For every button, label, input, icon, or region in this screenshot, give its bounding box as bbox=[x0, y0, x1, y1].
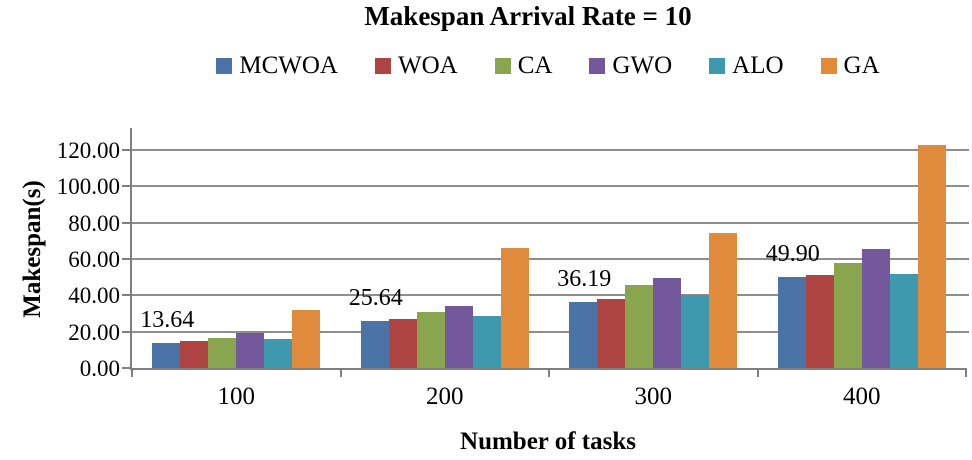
legend-label-CA: CA bbox=[517, 52, 553, 79]
bar-MCWOA-100 bbox=[152, 343, 181, 368]
gridline-20.00 bbox=[132, 330, 969, 333]
bar-CA-400 bbox=[833, 262, 862, 368]
legend-item-CA: CA bbox=[494, 52, 553, 79]
y-tick-label: 80.00 bbox=[68, 210, 120, 236]
y-tick-label: 20.00 bbox=[68, 319, 120, 345]
y-tick-label: 100.00 bbox=[56, 174, 120, 200]
legend-label-MCWOA: MCWOA bbox=[239, 52, 338, 79]
bar-GA-300 bbox=[709, 233, 738, 368]
bars-100 bbox=[152, 128, 321, 368]
y-tick-80.00 bbox=[122, 221, 132, 224]
legend-item-WOA: WOA bbox=[374, 52, 458, 79]
bar-ALO-100 bbox=[264, 339, 293, 368]
legend-item-GWO: GWO bbox=[589, 53, 672, 78]
bar-GWO-400 bbox=[861, 249, 890, 368]
bar-WOA-300 bbox=[597, 298, 626, 368]
y-tick-0.00 bbox=[122, 367, 132, 369]
plot-area: 0.00 20.00 40.00 60.00 80.00 100.00 120.00 13.6… bbox=[57, 128, 969, 409]
gridline-120.00 bbox=[132, 148, 969, 151]
legend-label-ALO: ALO bbox=[732, 52, 784, 79]
bar-GWO-100 bbox=[236, 333, 265, 368]
legend-swatch-MCWOA bbox=[216, 57, 233, 74]
gridline-40.00 bbox=[132, 294, 969, 297]
x-category-label-200: 200 bbox=[426, 383, 464, 410]
bar-GA-200 bbox=[500, 248, 529, 368]
bar-GWO-200 bbox=[444, 306, 473, 368]
bars-200 bbox=[360, 128, 529, 368]
legend-label-GA: GA bbox=[843, 52, 880, 79]
x-axis-title: Number of tasks bbox=[460, 428, 636, 455]
gridline-100.00 bbox=[132, 185, 969, 188]
bar-CA-300 bbox=[625, 285, 654, 368]
bar-group-200: 25.64 bbox=[341, 128, 550, 368]
bar-MCWOA-400 bbox=[777, 277, 806, 368]
gridline-60.00 bbox=[132, 257, 969, 260]
legend: MCWOA WOA CA GWO ALO GA bbox=[130, 53, 966, 78]
bar-ALO-300 bbox=[681, 295, 710, 368]
y-tick-100.00 bbox=[122, 185, 132, 188]
x-tick bbox=[548, 368, 550, 377]
legend-swatch-GWO bbox=[589, 57, 606, 74]
legend-label-GWO: GWO bbox=[612, 52, 673, 79]
x-category-label-400: 400 bbox=[843, 383, 881, 410]
bar-WOA-400 bbox=[805, 274, 834, 368]
bar-MCWOA-300 bbox=[569, 302, 598, 368]
y-tick-40.00 bbox=[122, 294, 132, 297]
y-axis-title: Makespan(s) bbox=[19, 180, 46, 318]
y-tick-20.00 bbox=[122, 330, 132, 333]
data-label-MCWOA-200: 25.64 bbox=[348, 285, 403, 312]
bar-GWO-300 bbox=[653, 278, 682, 368]
x-tick bbox=[131, 368, 133, 377]
y-tick-label: 120.00 bbox=[56, 137, 120, 163]
legend-swatch-CA bbox=[494, 57, 511, 74]
bar-ALO-200 bbox=[472, 315, 501, 368]
data-label-MCWOA-400: 49.90 bbox=[765, 241, 820, 268]
y-tick-label: 0.00 bbox=[79, 356, 120, 381]
legend-label-WOA: WOA bbox=[397, 52, 458, 79]
bar-GA-400 bbox=[917, 145, 946, 368]
data-label-MCWOA-100: 13.64 bbox=[140, 307, 195, 334]
bar-CA-200 bbox=[416, 311, 445, 368]
bar-group-300: 36.19 bbox=[549, 128, 758, 368]
x-category-label-300: 300 bbox=[634, 383, 673, 410]
bar-GA-100 bbox=[292, 310, 321, 368]
bar-CA-100 bbox=[208, 338, 237, 368]
bar-ALO-400 bbox=[889, 273, 918, 368]
legend-swatch-WOA bbox=[374, 57, 391, 74]
legend-item-ALO: ALO bbox=[709, 52, 784, 79]
y-tick-label: 40.00 bbox=[68, 283, 120, 309]
chart-title: Makespan Arrival Rate = 10 bbox=[364, 1, 692, 31]
bar-WOA-100 bbox=[180, 340, 209, 368]
y-tick-label: 60.00 bbox=[68, 246, 120, 272]
gridline-80.00 bbox=[132, 221, 969, 224]
legend-swatch-ALO bbox=[709, 57, 726, 74]
x-category-label-100: 100 bbox=[217, 383, 256, 410]
legend-swatch-GA bbox=[820, 57, 837, 74]
y-tick-120.00 bbox=[122, 148, 132, 151]
bar-group-400: 49.90 bbox=[758, 128, 967, 368]
bars-300 bbox=[569, 128, 738, 368]
x-tick bbox=[339, 368, 342, 377]
y-tick-60.00 bbox=[122, 257, 132, 260]
bars-400 bbox=[777, 128, 946, 368]
bar-WOA-200 bbox=[388, 319, 417, 368]
bar-MCWOA-200 bbox=[360, 321, 389, 368]
x-tick bbox=[965, 368, 967, 377]
legend-item-MCWOA: MCWOA bbox=[216, 53, 338, 78]
x-tick bbox=[756, 368, 759, 377]
bar-group-100: 13.64 bbox=[132, 128, 341, 368]
legend-item-GA: GA bbox=[820, 52, 880, 79]
data-label-MCWOA-300: 36.19 bbox=[557, 266, 612, 293]
